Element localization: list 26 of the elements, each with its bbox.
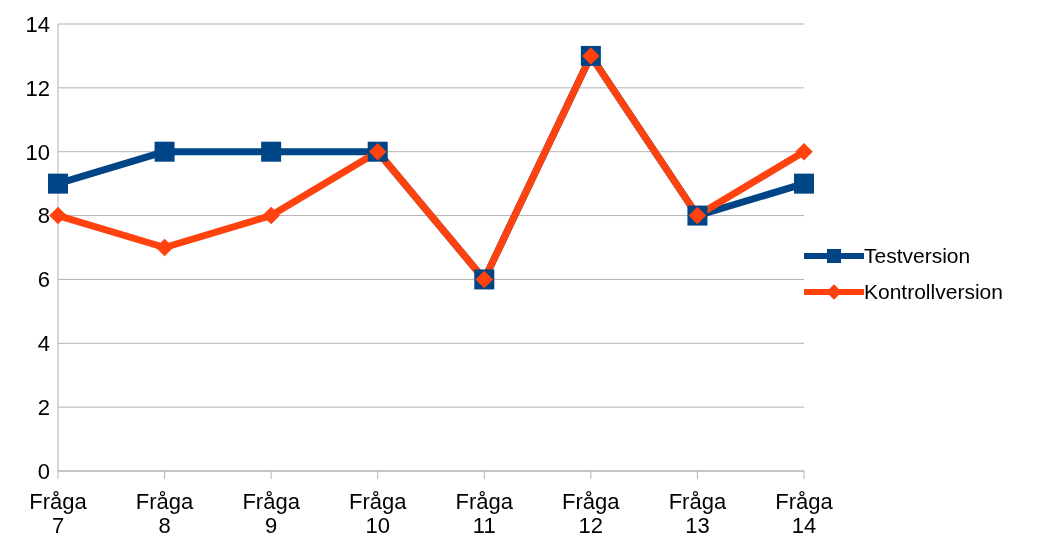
y-tick-label: 10 [25,139,50,165]
y-tick-label: 14 [25,11,50,37]
x-tick-label: Fråga 8 [135,488,195,538]
point [49,206,67,225]
point [795,142,813,161]
x-tick-label: Fråga 11 [455,488,514,538]
point [261,141,282,162]
point [794,173,814,194]
x-tick-label: Fråga 14 [775,488,834,538]
x-tick-label: Fråga 13 [668,488,727,538]
x-tick-label: Fråga 10 [348,488,408,538]
point [48,173,68,194]
y-tick-label: 4 [37,331,50,357]
point [262,206,280,225]
point [155,238,174,257]
x-tick-label: Fråga 9 [242,488,301,538]
legend-label: Testversion [864,243,971,268]
y-tick-label: 2 [37,394,50,420]
y-tick-label: 8 [37,203,50,229]
x-tick-label: Fråga 12 [562,488,621,538]
y-tick-label: 6 [37,267,50,293]
legend-label: Kontrollversion [864,279,1003,304]
y-tick-label: 0 [37,458,50,484]
point [154,141,175,162]
y-tick-label: 12 [25,75,50,101]
x-tick-label: Fråga 7 [29,488,88,538]
